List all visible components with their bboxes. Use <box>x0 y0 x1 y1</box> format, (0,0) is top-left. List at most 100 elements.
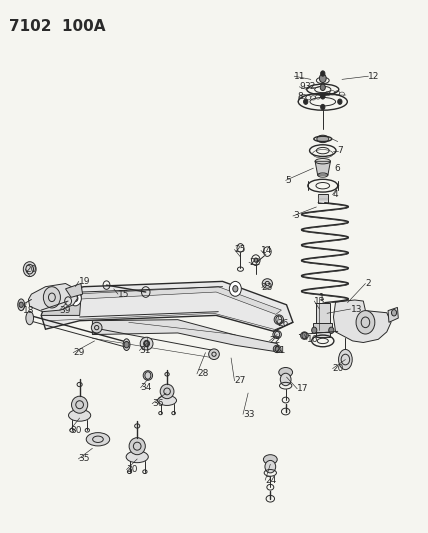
Text: 2: 2 <box>366 279 371 288</box>
Text: 31: 31 <box>140 346 151 355</box>
Ellipse shape <box>158 395 176 406</box>
Polygon shape <box>52 287 281 314</box>
Circle shape <box>254 258 258 262</box>
Circle shape <box>329 327 334 334</box>
Polygon shape <box>333 300 391 343</box>
Bar <box>316 303 330 337</box>
Ellipse shape <box>126 451 148 463</box>
Ellipse shape <box>263 455 277 464</box>
Circle shape <box>321 104 325 110</box>
Text: 19: 19 <box>79 277 90 286</box>
Ellipse shape <box>279 368 293 377</box>
Text: 20: 20 <box>333 364 344 373</box>
Ellipse shape <box>274 315 283 325</box>
Ellipse shape <box>23 262 36 277</box>
Text: 24: 24 <box>265 476 276 484</box>
Polygon shape <box>41 287 82 316</box>
Circle shape <box>321 71 325 76</box>
Ellipse shape <box>317 135 329 143</box>
Circle shape <box>312 327 317 334</box>
Ellipse shape <box>123 339 130 351</box>
Text: 7: 7 <box>338 146 343 155</box>
Text: 30: 30 <box>127 465 138 474</box>
Text: 15: 15 <box>118 289 130 298</box>
Text: 36: 36 <box>152 399 163 408</box>
Polygon shape <box>315 161 330 175</box>
Ellipse shape <box>280 373 291 386</box>
Circle shape <box>73 295 78 302</box>
Circle shape <box>69 291 81 306</box>
Ellipse shape <box>86 433 110 446</box>
Circle shape <box>145 341 149 346</box>
Text: 29: 29 <box>73 348 85 357</box>
Polygon shape <box>28 284 77 312</box>
Text: 35: 35 <box>78 455 90 463</box>
Circle shape <box>356 311 375 334</box>
Ellipse shape <box>273 345 281 353</box>
Polygon shape <box>92 320 282 353</box>
Circle shape <box>124 342 129 348</box>
Text: 18: 18 <box>23 305 34 314</box>
Ellipse shape <box>160 384 174 399</box>
Text: 4: 4 <box>333 190 338 199</box>
Text: 27: 27 <box>235 376 246 385</box>
Polygon shape <box>388 308 398 322</box>
Text: 34: 34 <box>141 383 152 392</box>
Ellipse shape <box>91 322 102 333</box>
Circle shape <box>19 302 23 308</box>
Bar <box>313 323 332 333</box>
Ellipse shape <box>300 332 308 340</box>
Text: 17: 17 <box>297 384 309 393</box>
Text: 7102  100A: 7102 100A <box>9 19 106 34</box>
Ellipse shape <box>68 409 91 421</box>
Text: 14: 14 <box>261 246 272 255</box>
Circle shape <box>338 99 342 104</box>
Ellipse shape <box>209 349 219 360</box>
Ellipse shape <box>129 438 146 455</box>
Text: 9: 9 <box>299 82 305 91</box>
Ellipse shape <box>262 279 273 288</box>
Circle shape <box>229 281 241 296</box>
Text: 25: 25 <box>235 245 246 254</box>
Text: 21: 21 <box>275 346 286 355</box>
Circle shape <box>320 84 325 91</box>
Text: 1: 1 <box>318 293 324 302</box>
Circle shape <box>233 286 238 292</box>
Text: 32: 32 <box>304 82 316 91</box>
Circle shape <box>303 99 308 104</box>
Circle shape <box>275 346 279 352</box>
Circle shape <box>321 94 325 99</box>
Text: 23: 23 <box>262 283 273 292</box>
Text: 16: 16 <box>307 335 318 344</box>
Text: 5: 5 <box>285 176 291 185</box>
Circle shape <box>392 310 397 316</box>
Text: 12: 12 <box>369 71 380 80</box>
Ellipse shape <box>18 299 24 311</box>
Ellipse shape <box>71 396 88 413</box>
Polygon shape <box>41 281 293 332</box>
Ellipse shape <box>273 330 281 338</box>
Ellipse shape <box>140 337 153 350</box>
Text: 30: 30 <box>70 426 81 435</box>
Ellipse shape <box>265 461 276 473</box>
Text: 13: 13 <box>351 304 362 313</box>
Circle shape <box>43 287 60 308</box>
Ellipse shape <box>26 311 33 325</box>
Ellipse shape <box>339 350 352 369</box>
Text: 13: 13 <box>314 296 326 305</box>
Text: 22: 22 <box>270 336 281 345</box>
Text: 8: 8 <box>297 92 303 101</box>
Polygon shape <box>65 284 83 297</box>
Ellipse shape <box>143 370 152 380</box>
Text: 20: 20 <box>25 265 37 273</box>
Text: 39: 39 <box>59 305 71 314</box>
Text: 22: 22 <box>249 258 260 266</box>
Circle shape <box>319 74 326 83</box>
Bar <box>318 193 328 203</box>
Text: 33: 33 <box>243 410 255 419</box>
Text: 6: 6 <box>334 164 340 173</box>
Text: 11: 11 <box>294 71 306 80</box>
Circle shape <box>302 333 307 339</box>
Text: 3: 3 <box>293 212 299 221</box>
Text: 26: 26 <box>277 319 288 328</box>
